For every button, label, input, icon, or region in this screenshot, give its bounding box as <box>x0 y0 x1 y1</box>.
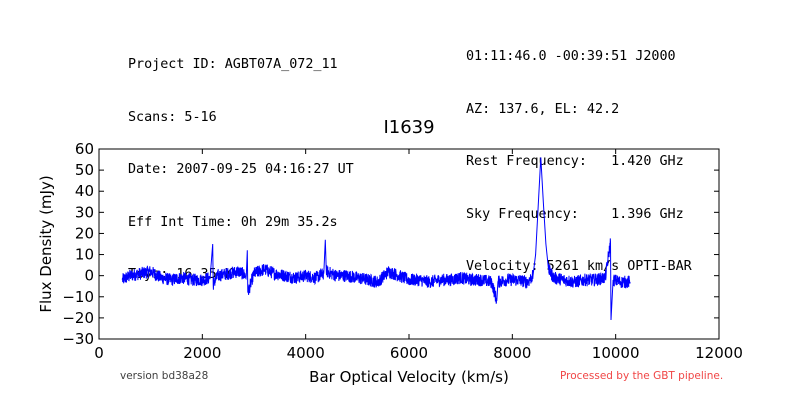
x-axis-label: Bar Optical Velocity (km/s) <box>309 368 509 386</box>
y-tick-label: −20 <box>62 309 94 327</box>
x-tick-label: 0 <box>94 344 104 362</box>
y-tick-label: 50 <box>75 161 94 179</box>
y-tick-label: 10 <box>75 246 94 264</box>
version-note: version bd38a28 <box>120 370 209 382</box>
x-axis: 0 2000 4000 6000 8000 10000 12000 <box>94 149 743 362</box>
observation-info-right: 01:11:46.0 -00:39:51 J2000 AZ: 137.6, EL… <box>466 13 692 293</box>
x-tick-label: 12000 <box>695 344 743 362</box>
meta-int-time: Eff Int Time: 0h 29m 35.2s <box>128 214 338 230</box>
meta-project-id: Project ID: AGBT07A_072_11 <box>128 57 338 72</box>
spectrum-series-line-0 <box>121 157 631 321</box>
y-tick-label: −30 <box>62 330 94 348</box>
y-tick-label: 20 <box>75 224 94 242</box>
x-tick-label: 4000 <box>287 344 325 362</box>
meta-velocity: Velocity: 5261 km/s OPTI-BAR <box>466 259 692 274</box>
y-tick-label: −10 <box>62 288 94 306</box>
pipeline-note: Processed by the GBT pipeline. <box>560 370 724 382</box>
x-tick-label: 10000 <box>592 344 640 362</box>
y-tick-label: 30 <box>75 203 94 221</box>
meta-scans: Scans: 5-16 <box>128 109 217 125</box>
x-tick-label: 8000 <box>493 344 531 362</box>
meta-az-el: AZ: 137.6, EL: 42.2 <box>466 101 620 117</box>
y-tick-label: 60 <box>75 140 94 158</box>
meta-date: Date: 2007-09-25 04:16:27 UT <box>128 162 354 177</box>
meta-sky-frequency: Sky Frequency: 1.396 GHz <box>466 206 684 222</box>
chart-title: I1639 <box>383 117 434 138</box>
y-axis-label: Flux Density (mJy) <box>37 175 55 312</box>
series-layer <box>121 157 631 321</box>
y-tick-label: 0 <box>84 267 94 285</box>
x-tick-label: 6000 <box>390 344 428 362</box>
x-tick-label: 2000 <box>183 344 221 362</box>
observation-info-left: Project ID: AGBT07A_072_11 Scans: 5-16 D… <box>128 21 354 301</box>
meta-coordinates: 01:11:46.0 -00:39:51 J2000 <box>466 49 676 64</box>
plot-frame <box>98 148 720 340</box>
meta-rest-frequency: Rest Frequency: 1.420 GHz <box>466 154 684 169</box>
y-axis: −30 −20 −10 0 10 20 30 40 50 60 <box>62 140 719 348</box>
y-tick-label: 40 <box>75 182 94 200</box>
